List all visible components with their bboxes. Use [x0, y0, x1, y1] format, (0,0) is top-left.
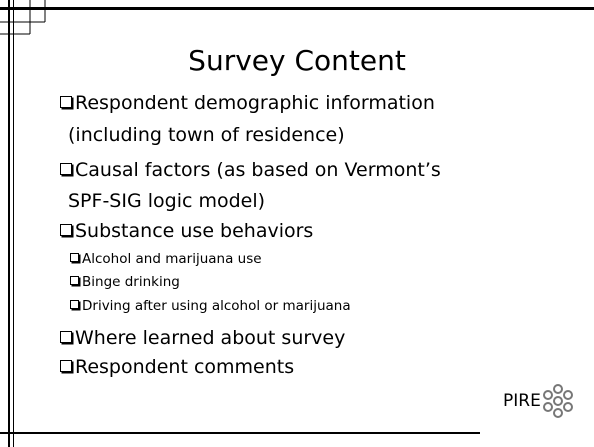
- bullet: Substance use behaviors: [60, 220, 313, 242]
- logo-text: PIRE: [503, 391, 541, 411]
- bullet-continuation: SPF-SIG logic model): [68, 190, 265, 212]
- bullet-continuation: (including town of residence): [68, 124, 345, 146]
- text: (including town of residence): [68, 124, 345, 146]
- text: Where learned about survey: [75, 327, 346, 349]
- text: Respondent comments: [75, 356, 295, 378]
- bullet-box: [60, 359, 72, 372]
- text: Driving after using alcohol or marijuana: [82, 298, 351, 314]
- bullet-box: [60, 330, 72, 343]
- bullet-box: [60, 162, 72, 175]
- bullet-box: [70, 276, 79, 285]
- logo-icon: [543, 384, 573, 418]
- bullet: Causal factors (as based on Vermont’s: [60, 159, 441, 181]
- text: Respondent demographic information: [75, 92, 435, 114]
- bottom-rule: [0, 432, 480, 434]
- sub-bullet: Driving after using alcohol or marijuana: [70, 298, 351, 314]
- bullet: Respondent comments: [60, 356, 294, 378]
- bullet: Where learned about survey: [60, 327, 345, 349]
- bullet-box: [60, 223, 72, 236]
- text: Causal factors (as based on Vermont’s: [75, 159, 441, 181]
- bullet-box: [70, 300, 79, 309]
- text: Binge drinking: [82, 274, 180, 290]
- sub-bullet: Binge drinking: [70, 274, 180, 290]
- left-rule: [8, 0, 10, 447]
- sub-bullet: Alcohol and marijuana use: [70, 251, 262, 267]
- corner-grid: [0, 0, 46, 35]
- bullet-box: [70, 253, 79, 262]
- title: Survey Content: [188, 44, 406, 77]
- top-rule: [0, 7, 594, 10]
- text: Substance use behaviors: [75, 220, 314, 242]
- bullet: Respondent demographic information: [60, 92, 435, 114]
- left-rule-thin: [13, 0, 14, 447]
- bullet-box: [60, 95, 72, 108]
- text: SPF-SIG logic model): [68, 190, 266, 212]
- text: Alcohol and marijuana use: [82, 251, 262, 267]
